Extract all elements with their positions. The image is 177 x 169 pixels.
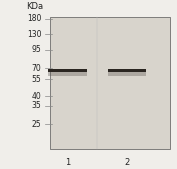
FancyBboxPatch shape xyxy=(108,72,146,76)
Text: 35: 35 xyxy=(32,101,41,110)
Text: 55: 55 xyxy=(32,75,41,84)
Text: KDa: KDa xyxy=(26,2,43,11)
Text: 1: 1 xyxy=(65,158,70,167)
Text: 70: 70 xyxy=(32,64,41,73)
FancyBboxPatch shape xyxy=(48,69,87,72)
Text: 95: 95 xyxy=(32,45,41,54)
Text: 130: 130 xyxy=(27,30,41,39)
Text: 40: 40 xyxy=(32,92,41,101)
Text: 2: 2 xyxy=(124,158,129,167)
FancyBboxPatch shape xyxy=(48,72,87,76)
Text: 25: 25 xyxy=(32,120,41,129)
Text: 180: 180 xyxy=(27,14,41,23)
FancyBboxPatch shape xyxy=(50,17,170,149)
FancyBboxPatch shape xyxy=(108,69,146,72)
